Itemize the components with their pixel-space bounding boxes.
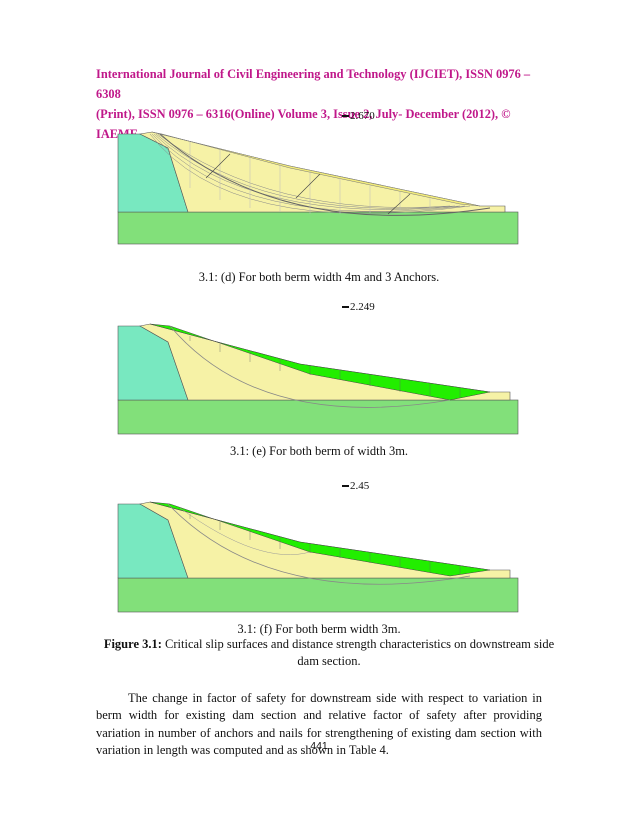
journal-header: International Journal of Civil Engineeri… — [96, 64, 546, 144]
slope-diagram-e — [117, 323, 519, 435]
slip-surface — [179, 507, 311, 555]
figure-label: Figure 3.1: — [103, 637, 162, 651]
foundation-layer — [117, 577, 519, 613]
slip-surfaces — [149, 133, 471, 214]
slope-diagram-f — [117, 501, 519, 613]
slice-band — [149, 501, 491, 577]
foundation-layer — [117, 211, 519, 245]
slice-lines — [189, 336, 461, 398]
figure-3-1-caption: Figure 3.1: Critical slip surfaces and d… — [94, 636, 564, 670]
critical-slip-surface — [169, 325, 451, 408]
header-line-1: International Journal of Civil Engineeri… — [96, 67, 531, 101]
slice-lines — [189, 142, 431, 214]
figure-caption-f: 3.1: (f) For both berm width 3m. — [237, 622, 401, 636]
anchors — [205, 153, 411, 215]
factor-of-safety-f: 2.45 — [342, 480, 369, 492]
factor-of-safety-d: 2.670 — [342, 110, 375, 122]
critical-slip-surface — [167, 503, 471, 585]
critical-slip-surface — [159, 133, 491, 216]
figure-caption-d: 3.1: (d) For both berm width 4m and 3 An… — [198, 270, 440, 284]
figure-caption-text: Critical slip surfaces and distance stre… — [161, 637, 555, 668]
slice-band — [151, 131, 481, 207]
slice-lines — [189, 514, 461, 574]
slope-diagram-d — [117, 131, 519, 245]
foundation-layer — [117, 399, 519, 435]
figure-caption-e: 3.1: (e) For both berm of width 3m. — [229, 444, 409, 458]
body-paragraph: The change in factor of safety for downs… — [96, 691, 542, 757]
page-number: 441 — [310, 740, 328, 752]
factor-of-safety-e: 2.249 — [342, 301, 375, 313]
